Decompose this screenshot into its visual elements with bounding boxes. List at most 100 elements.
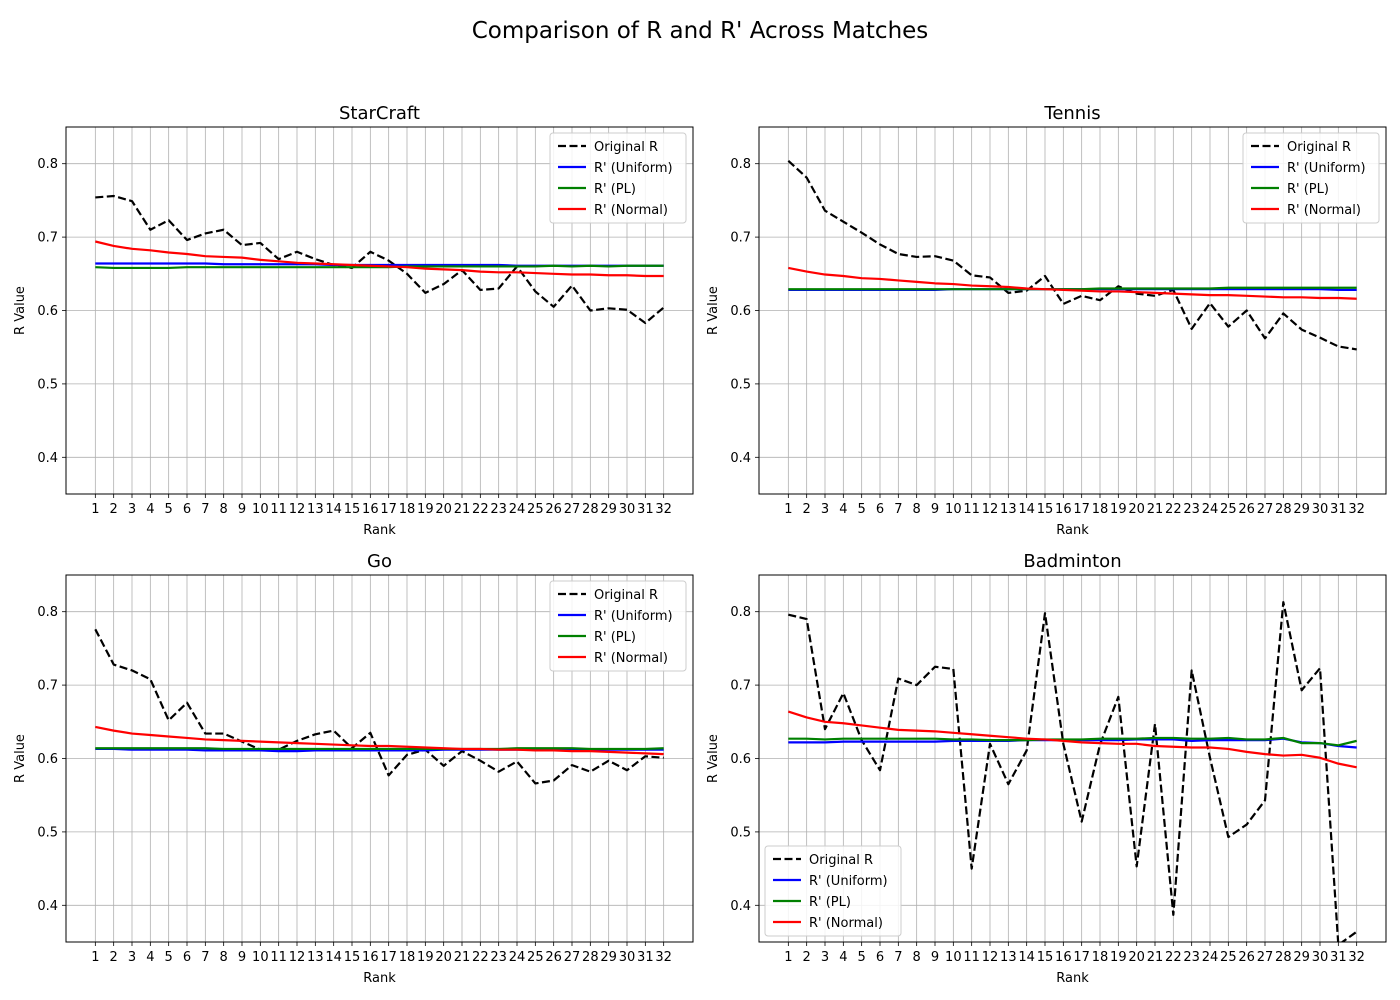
x-tick-label: 5 (165, 950, 173, 965)
x-tick-label: 8 (913, 502, 921, 517)
x-tick-label: 26 (545, 950, 562, 965)
x-tick-label: 27 (1257, 950, 1274, 965)
x-tick-label: 22 (1165, 950, 1182, 965)
legend-entry-3: R' (Normal) (809, 916, 883, 931)
chart-title: Badminton (1023, 551, 1121, 572)
x-tick-label: 15 (344, 950, 361, 965)
x-tick-label: 24 (1202, 950, 1219, 965)
x-tick-label: 2 (110, 502, 118, 517)
x-tick-label: 3 (128, 950, 136, 965)
x-tick-label: 17 (1073, 950, 1090, 965)
legend-box (549, 580, 687, 672)
x-tick-label: 6 (876, 950, 884, 965)
x-tick-label: 10 (945, 950, 962, 965)
legend-entry-0: Original R (594, 140, 658, 155)
x-tick-label: 24 (509, 950, 526, 965)
x-tick-label: 13 (1000, 502, 1017, 517)
x-tick-label: 4 (146, 950, 154, 965)
x-tick-label: 22 (472, 502, 489, 517)
x-tick-label: 12 (982, 950, 999, 965)
x-tick-label: 20 (1128, 502, 1145, 517)
y-axis-label: R Value (706, 734, 721, 783)
chart-title: StarCraft (339, 103, 420, 124)
x-tick-label: 6 (183, 950, 191, 965)
y-tick-label: 0.7 (37, 679, 58, 694)
x-tick-label: 14 (325, 502, 342, 517)
x-tick-label: 21 (454, 950, 471, 965)
x-tick-label: 25 (527, 502, 544, 517)
legend-entry-1: R' (Uniform) (809, 874, 888, 889)
x-tick-label: 30 (619, 950, 636, 965)
x-tick-label: 22 (472, 950, 489, 965)
x-tick-label: 1 (91, 950, 99, 965)
chart-3: 1 2 3 4 5 6 7 8 9 10 11 12 13 14 15 16 17 18 19 20 21 22 23 24 2… (706, 551, 1387, 986)
legend-entry-3: R' (Normal) (1287, 203, 1361, 218)
x-tick-label: 14 (1018, 502, 1035, 517)
x-tick-label: 10 (252, 502, 269, 517)
x-tick-label: 30 (1312, 950, 1329, 965)
x-tick-label: 4 (839, 502, 847, 517)
x-tick-label: 11 (270, 502, 287, 517)
x-tick-label: 14 (1018, 950, 1035, 965)
x-tick-label: 8 (913, 950, 921, 965)
series-line-2 (788, 286, 1357, 291)
x-tick-label: 32 (655, 502, 672, 517)
x-tick-label: 25 (1220, 502, 1237, 517)
y-tick-label: 0.6 (730, 304, 751, 319)
x-tick-label: 27 (1257, 502, 1274, 517)
x-tick-label: 7 (894, 502, 902, 517)
x-tick-label: 6 (876, 502, 884, 517)
x-tick-label: 31 (1330, 950, 1347, 965)
x-tick-label: 20 (435, 502, 452, 517)
x-tick-label: 8 (220, 502, 228, 517)
y-tick-label: 0.5 (37, 377, 58, 392)
x-axis-label: Rank (363, 523, 396, 538)
y-axis-label: R Value (13, 734, 28, 783)
y-tick-label: 0.5 (730, 825, 751, 840)
x-tick-label: 7 (201, 502, 209, 517)
x-axis-label: Rank (363, 971, 396, 986)
subplot-grid: 1 2 3 4 5 6 7 8 9 10 11 12 13 14 15 16 17 18 19 20 21 22 23 24 2… (13, 103, 1387, 986)
x-tick-label: 1 (91, 502, 99, 517)
x-tick-label: 28 (1275, 502, 1292, 517)
x-tick-label: 12 (289, 950, 306, 965)
x-tick-label: 11 (963, 502, 980, 517)
legend-entry-0: Original R (1287, 140, 1351, 155)
series-layer (787, 601, 1358, 942)
legend: Original R R' (Uniform) R' (PL) R' (Normal) (549, 580, 687, 672)
x-tick-label: 17 (380, 950, 397, 965)
x-tick-label: 22 (1165, 502, 1182, 517)
y-tick-label: 0.8 (37, 605, 58, 620)
x-tick-label: 23 (490, 950, 507, 965)
chart-1: 1 2 3 4 5 6 7 8 9 10 11 12 13 14 15 16 17 18 19 20 21 22 23 24 2… (706, 103, 1387, 538)
x-tick-label: 10 (945, 502, 962, 517)
x-tick-label: 17 (1073, 502, 1090, 517)
y-tick-label: 0.7 (37, 231, 58, 246)
chart-0: 1 2 3 4 5 6 7 8 9 10 11 12 13 14 15 16 17 18 19 20 21 22 23 24 2… (13, 103, 694, 538)
x-tick-label: 5 (858, 950, 866, 965)
y-tick-label: 0.8 (730, 605, 751, 620)
x-tick-label: 24 (1202, 502, 1219, 517)
x-tick-label: 3 (128, 502, 136, 517)
series-line-0 (787, 159, 1357, 351)
x-tick-label: 16 (362, 950, 379, 965)
x-tick-label: 2 (803, 502, 811, 517)
x-tick-label: 26 (545, 502, 562, 517)
legend: Original R R' (Uniform) R' (PL) R' (Normal) (764, 845, 902, 937)
x-tick-label: 28 (582, 502, 599, 517)
x-tick-label: 2 (110, 950, 118, 965)
x-tick-label: 19 (1110, 502, 1127, 517)
series-layer (95, 194, 665, 325)
legend-entry-2: R' (PL) (594, 630, 636, 645)
x-tick-label: 26 (1238, 950, 1255, 965)
x-tick-label: 32 (1348, 950, 1365, 965)
x-tick-label: 11 (963, 950, 980, 965)
x-tick-label: 15 (344, 502, 361, 517)
legend-box (549, 132, 687, 224)
series-line-3 (787, 710, 1357, 769)
x-axis-label: Rank (1056, 523, 1089, 538)
x-tick-label: 25 (527, 950, 544, 965)
legend-entry-2: R' (PL) (1287, 182, 1329, 197)
x-tick-label: 27 (564, 502, 581, 517)
x-tick-label: 21 (454, 502, 471, 517)
